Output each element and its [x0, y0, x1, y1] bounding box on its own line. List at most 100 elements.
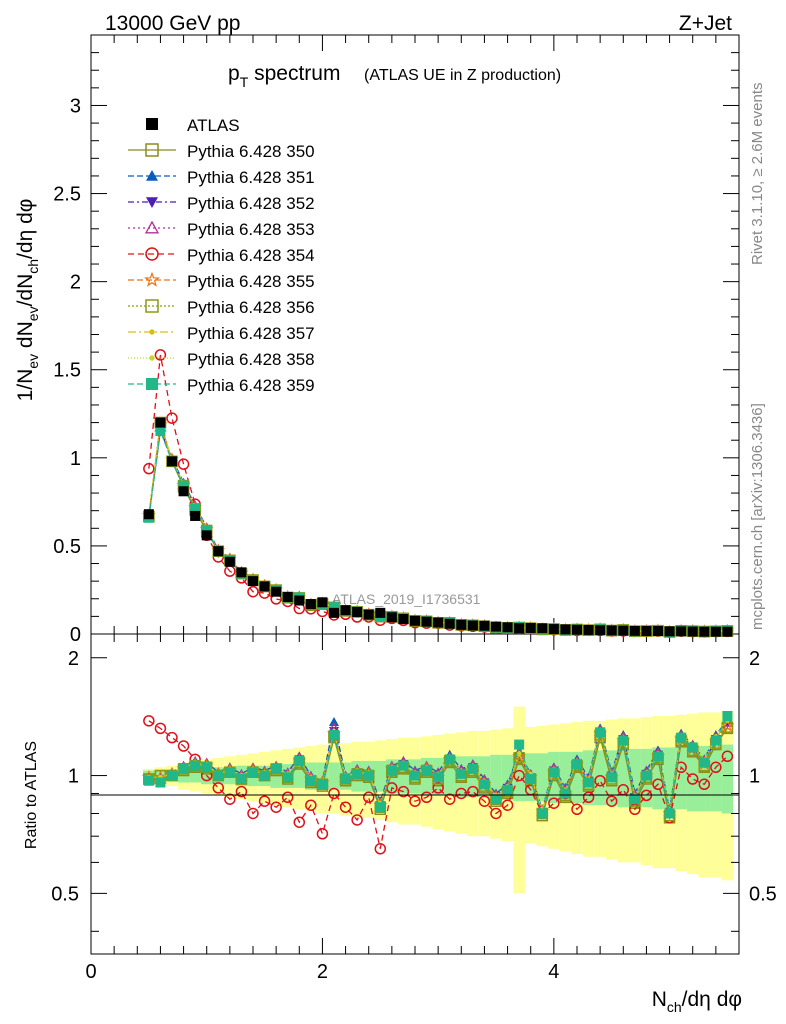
ratio-point [224, 767, 235, 778]
ratio-point [352, 768, 363, 779]
ratio-point [502, 784, 513, 795]
data-point [317, 597, 328, 608]
ratio-point [154, 722, 167, 735]
data-point [629, 625, 640, 636]
band-inner [652, 747, 664, 810]
band-inner [617, 748, 630, 808]
ratio-point [676, 732, 687, 743]
ratio-point [339, 801, 352, 813]
data-point [641, 626, 652, 637]
data-point [687, 626, 698, 637]
ratio-point [514, 739, 525, 750]
data-point [236, 567, 247, 578]
legend-item: Pythia 6.428 355 [128, 271, 315, 291]
legend-label: Pythia 6.428 357 [187, 324, 315, 343]
ratio-point [605, 795, 618, 807]
ratio-point [479, 779, 490, 790]
ratio-point [629, 794, 640, 805]
legend-marker [145, 143, 159, 157]
ratio-point [444, 754, 455, 765]
ratio-point [386, 782, 398, 794]
data-point [294, 595, 305, 606]
ratio-point [328, 787, 340, 800]
ratio-point [281, 791, 294, 804]
ratio-point [329, 729, 339, 740]
ratio-point [572, 759, 582, 770]
band-inner [443, 757, 456, 796]
ratio-point [167, 770, 177, 781]
ratio-tick-label: 2 [68, 648, 79, 670]
data-point [537, 623, 548, 634]
title-rest: spectrum [248, 62, 340, 85]
legend-item: Pythia 6.428 357 [128, 324, 315, 343]
title-sub: T [240, 74, 249, 90]
main-ticks: 0 0.5 1 1.5 2 2.5 3 [53, 34, 739, 646]
ratio-point [213, 770, 224, 781]
ratio-point [282, 772, 293, 783]
band-inner [386, 759, 398, 794]
legend-label: ATLAS [187, 116, 240, 135]
ratio-point [490, 807, 502, 820]
legend-marker [146, 197, 158, 208]
data-point [444, 618, 455, 629]
data-point [479, 620, 490, 631]
band-inner [675, 747, 687, 810]
y-tick-label: 1.5 [53, 360, 81, 382]
legend-label: Pythia 6.428 356 [187, 298, 315, 317]
ratio-point [212, 782, 225, 794]
data-point [653, 626, 663, 637]
data-point [421, 616, 432, 627]
data-point [548, 624, 559, 635]
data-point [167, 456, 177, 467]
band-inner [501, 754, 514, 800]
band-inner [490, 754, 502, 800]
legend-marker [149, 355, 155, 361]
data-point [514, 623, 525, 634]
ratio-point [478, 795, 491, 807]
data-point [224, 556, 235, 567]
ratio-point [467, 785, 479, 798]
ratio-point [456, 768, 467, 779]
data-point [340, 605, 351, 616]
ratio-point [513, 769, 525, 782]
data-point [201, 530, 212, 541]
ratio-point [397, 785, 410, 798]
legend-item: Pythia 6.428 352 [128, 194, 315, 213]
legend-item: ATLAS [146, 116, 240, 135]
ratio-point [340, 773, 351, 784]
ratio-point [653, 751, 663, 762]
ratio-point [721, 750, 734, 763]
legend-label: Pythia 6.428 355 [187, 272, 315, 291]
band-inner [686, 746, 699, 812]
legend-label: Pythia 6.428 350 [187, 142, 315, 161]
legend-marker [146, 170, 158, 181]
ratio-point [467, 763, 478, 774]
ratio-point [548, 797, 560, 809]
y-axis-label: 1/Nev dNev/dNch/dη dφ [14, 199, 41, 402]
ratio-point [351, 814, 363, 826]
data-point [606, 625, 617, 636]
ratio-point [143, 775, 154, 786]
band-inner [536, 753, 549, 802]
ratio-point [455, 787, 468, 800]
legend-item: Pythia 6.428 354 [128, 246, 315, 265]
ratio-point [224, 793, 236, 805]
ratio-point [362, 791, 375, 804]
y-tick-label: 2 [70, 272, 81, 294]
ratio-point [491, 794, 501, 805]
data-point [190, 510, 201, 521]
data-point [305, 599, 316, 610]
ratio-point [294, 755, 305, 766]
ratio-point [548, 767, 559, 778]
legend-label: Pythia 6.428 358 [187, 350, 315, 369]
ratio-point [363, 770, 374, 781]
ratio-point [248, 767, 258, 778]
ratio-series-9 [143, 710, 733, 819]
ratio-point [247, 807, 259, 820]
ratio-point [525, 773, 536, 784]
ratio-point [270, 801, 282, 813]
band-inner [293, 764, 306, 788]
series-point [177, 458, 190, 470]
data-point [456, 619, 467, 630]
series-point [143, 462, 155, 475]
